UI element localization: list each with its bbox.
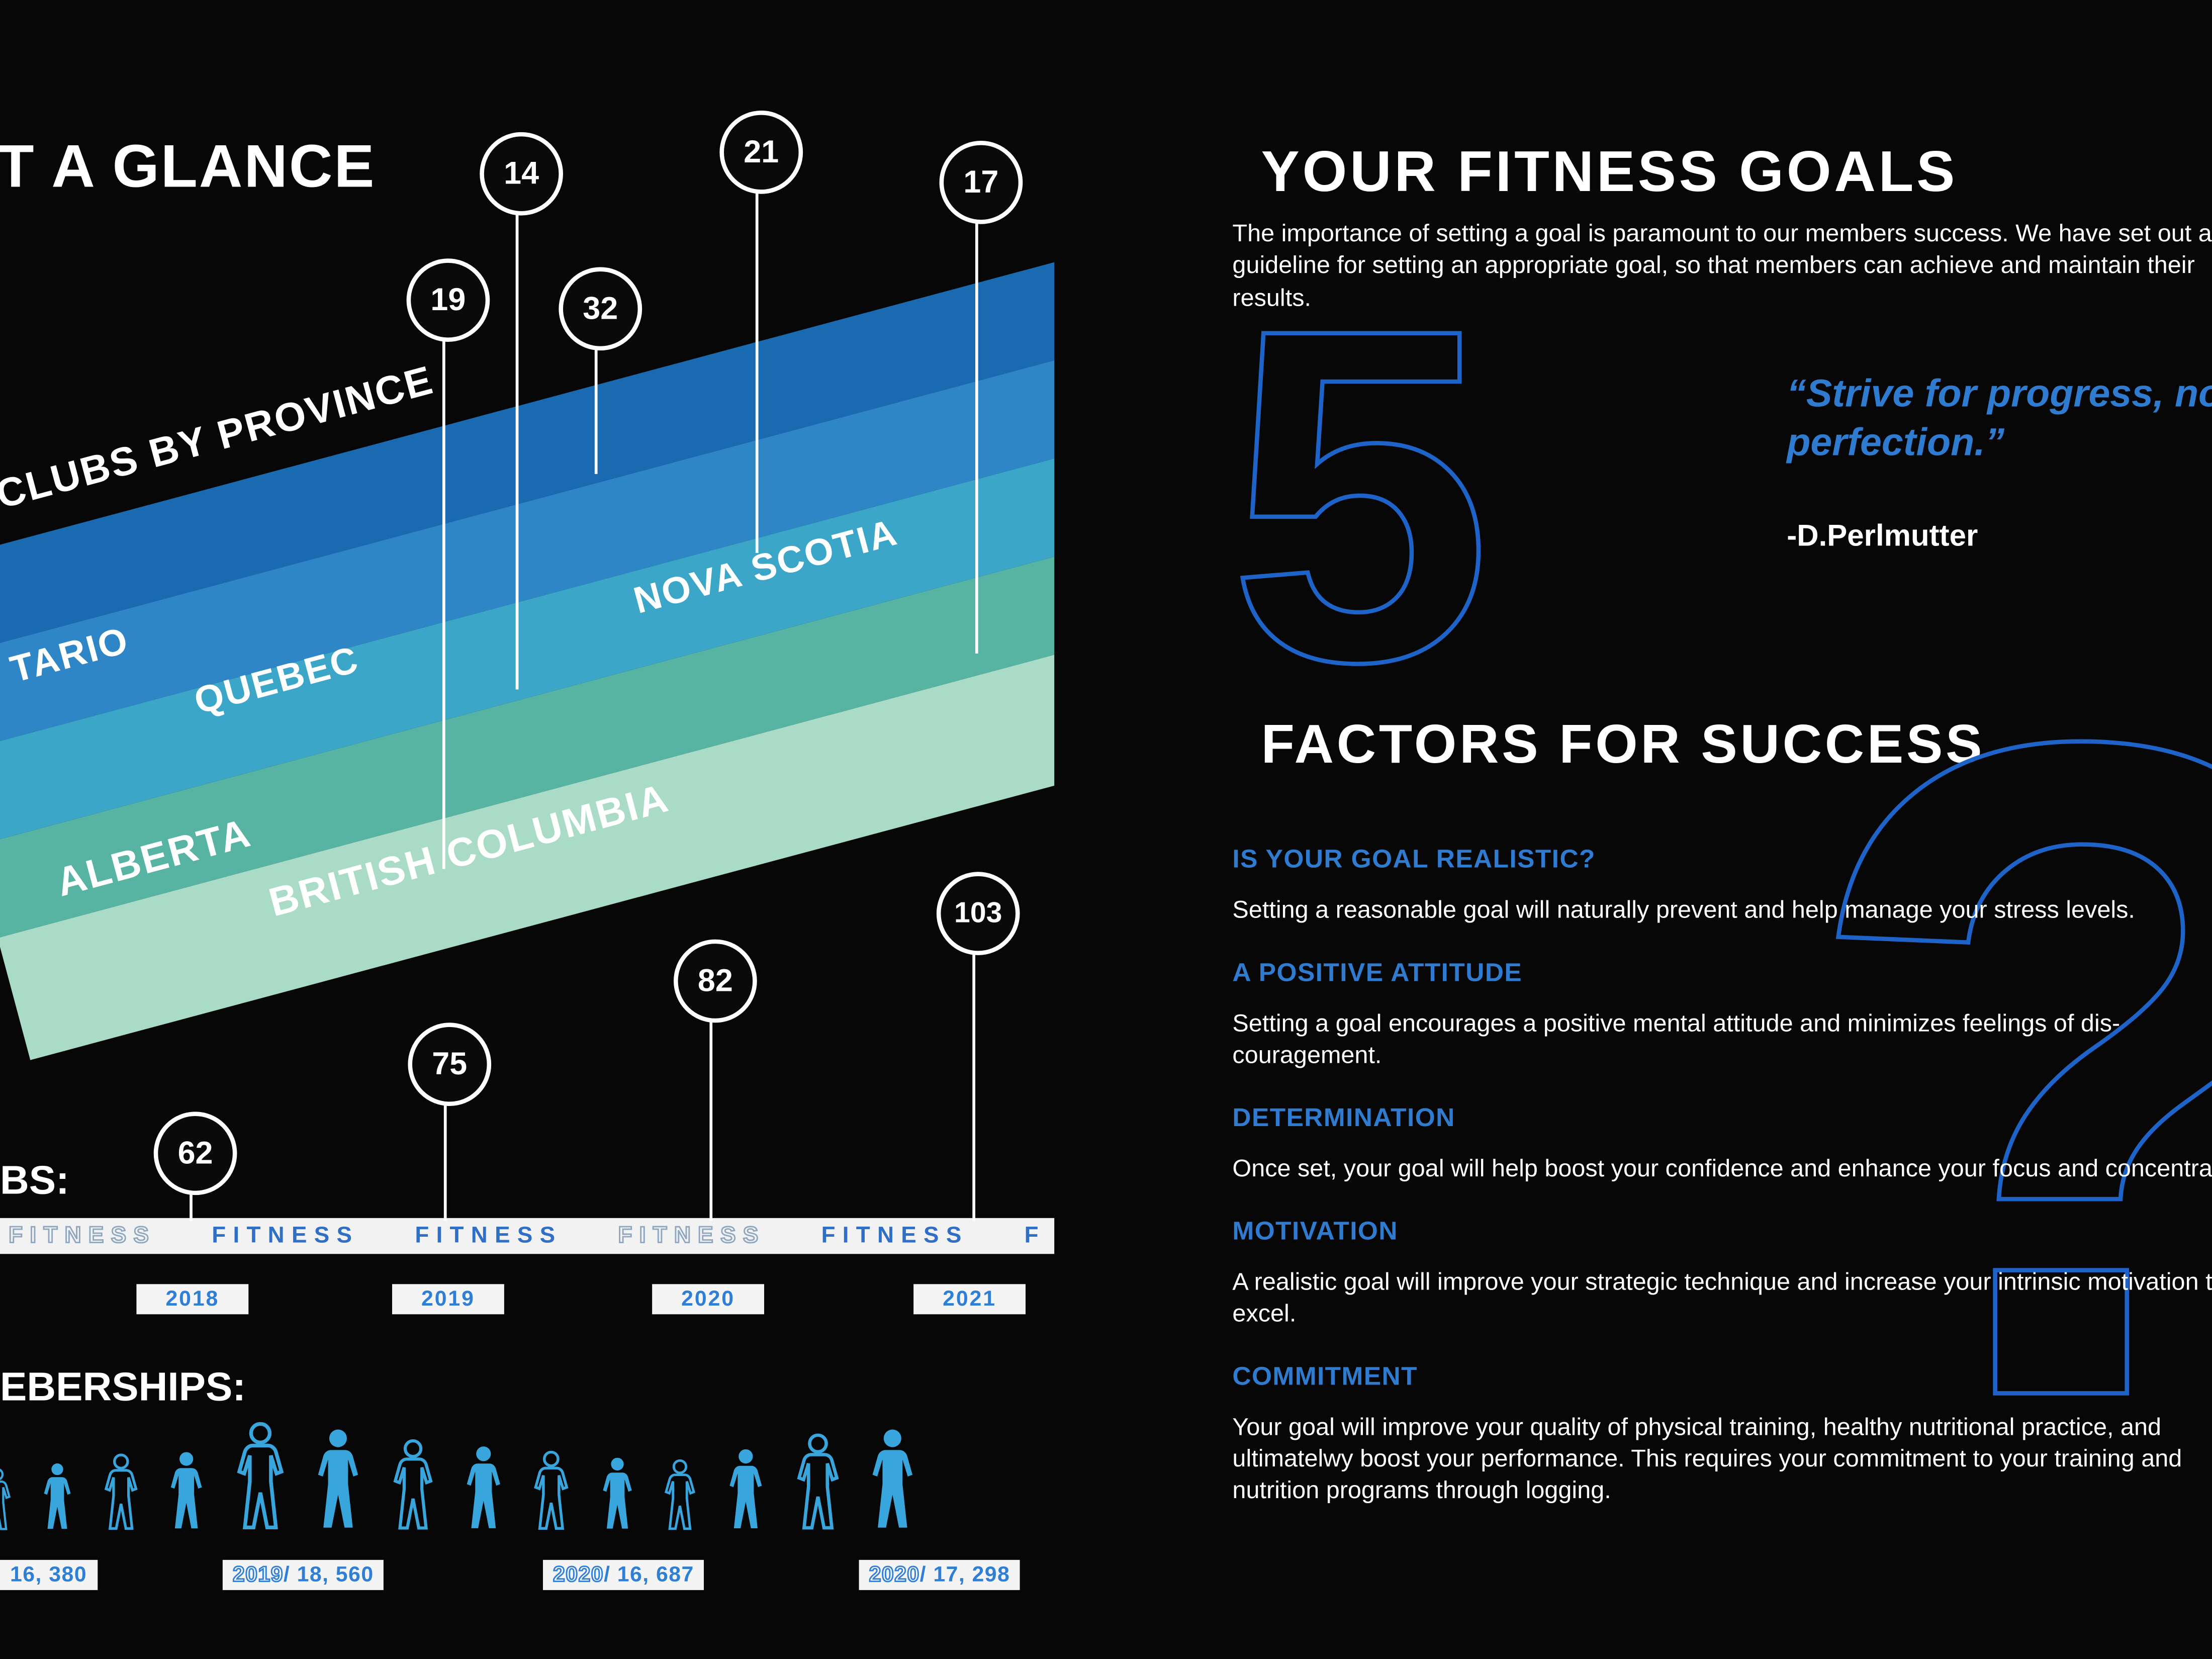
goals-intro: The importance of setting a goal is para… bbox=[1232, 220, 2212, 312]
membership-pictogram bbox=[0, 1422, 916, 1531]
membership-year: 2020 bbox=[868, 1562, 920, 1588]
big-number-5: 5 bbox=[1226, 230, 1494, 760]
quote-attribution: -D.Perlmutter bbox=[1787, 520, 1978, 553]
province-marker: 21 bbox=[719, 111, 803, 554]
quote-text: “Strive for progress, not perfection.” bbox=[1787, 372, 2212, 464]
band-stack bbox=[0, 125, 1055, 1060]
person-icon bbox=[870, 1428, 916, 1531]
year-label-2019: 2019 bbox=[392, 1284, 504, 1315]
fitness-word: FITNESS bbox=[821, 1223, 969, 1248]
province-marker: 17 bbox=[939, 141, 1023, 654]
person-icon bbox=[42, 1462, 73, 1531]
year-label-2021: 2021 bbox=[913, 1284, 1026, 1315]
membership-entry: 16, 380 bbox=[0, 1559, 97, 1590]
membership-value: / 17, 298 bbox=[919, 1562, 1010, 1588]
marker-line bbox=[443, 1097, 447, 1221]
factor-body: Your goal will improve your quality of p… bbox=[1232, 1413, 2182, 1504]
membership-year: 2020 bbox=[552, 1562, 604, 1588]
person-icon bbox=[392, 1439, 434, 1531]
question-mark-graphic: ? bbox=[1793, 601, 2212, 1539]
person-icon bbox=[168, 1451, 205, 1531]
page-title: T A GLANCE bbox=[0, 132, 376, 200]
fitness-word: FITNESS bbox=[617, 1222, 766, 1248]
marker-value: 19 bbox=[406, 258, 490, 342]
factor-heading: IS YOUR GOAL REALISTIC? bbox=[1232, 845, 1596, 874]
marker-value: 62 bbox=[153, 1112, 237, 1195]
person-icon bbox=[103, 1453, 138, 1531]
factor-heading: MOTIVATION bbox=[1232, 1217, 1398, 1246]
clubs-label: BS: bbox=[0, 1157, 69, 1203]
person-icon bbox=[315, 1428, 362, 1531]
province-marker: 19 bbox=[406, 258, 490, 869]
marker-value: 103 bbox=[936, 872, 1020, 955]
factors-title: FACTORS FOR SUCCESS bbox=[1261, 715, 1985, 776]
clubs-marker: 103 bbox=[936, 872, 1020, 1221]
membership-entry: 2019/ 18, 560 bbox=[222, 1559, 384, 1590]
membership-entry: 2020/ 16, 687 bbox=[543, 1559, 704, 1590]
year-label-2018: 2018 bbox=[136, 1284, 249, 1315]
membership-entry: 2020/ 17, 298 bbox=[859, 1559, 1021, 1590]
fitness-word: FITNESS bbox=[415, 1223, 563, 1248]
membership-year: 2019 bbox=[232, 1562, 284, 1588]
province-marker: 32 bbox=[559, 267, 642, 474]
factor-heading: DETERMINATION bbox=[1232, 1103, 1455, 1132]
marker-value: 32 bbox=[559, 267, 642, 351]
fitness-word: FITNESS bbox=[212, 1223, 359, 1248]
person-icon bbox=[795, 1433, 840, 1531]
marker-value: 17 bbox=[939, 141, 1023, 224]
province-marker: 14 bbox=[480, 132, 563, 690]
factor-body: Once set, your goal will help boost your… bbox=[1232, 1155, 2212, 1182]
clubs-marker: 82 bbox=[674, 939, 757, 1221]
factor-body: Setting a goal encourages a positive men… bbox=[1232, 1009, 2121, 1069]
marker-line bbox=[515, 207, 519, 690]
person-icon bbox=[533, 1451, 570, 1531]
person-icon bbox=[0, 1468, 12, 1531]
marker-line bbox=[442, 333, 445, 869]
marker-line bbox=[972, 946, 975, 1221]
factor-body: Setting a reasonable goal will naturally… bbox=[1232, 896, 2135, 924]
marker-line bbox=[709, 1014, 713, 1221]
person-icon bbox=[664, 1459, 697, 1531]
marker-line bbox=[190, 1186, 193, 1221]
factors-list: IS YOUR GOAL REALISTIC? Setting a reason… bbox=[1232, 845, 2212, 1538]
marker-value: 75 bbox=[408, 1023, 492, 1106]
membership-value: / 16, 687 bbox=[604, 1562, 694, 1588]
marker-line bbox=[975, 215, 978, 654]
factor-heading: A POSITIVE ATTITUDE bbox=[1232, 958, 1523, 987]
person-icon bbox=[600, 1456, 634, 1531]
person-icon bbox=[235, 1422, 285, 1531]
person-icon bbox=[727, 1448, 765, 1531]
clubs-marker: 62 bbox=[153, 1112, 237, 1221]
fitness-timeline-bar: FITNESS FITNESS FITNESS FITNESS FITNESS … bbox=[0, 1218, 1055, 1254]
membership-value: / 18, 560 bbox=[283, 1562, 374, 1588]
person-icon bbox=[464, 1445, 503, 1531]
marker-value: 82 bbox=[674, 939, 757, 1023]
marker-line bbox=[755, 185, 759, 554]
memberships-label: EBERSHIPS: bbox=[0, 1364, 246, 1409]
fitness-word: F bbox=[1024, 1223, 1046, 1248]
factor-body: A realistic goal will improve your strat… bbox=[1232, 1268, 2212, 1327]
factor-heading: COMMITMENT bbox=[1232, 1361, 1418, 1391]
marker-value: 21 bbox=[719, 111, 803, 194]
marker-line bbox=[594, 342, 598, 474]
marker-value: 14 bbox=[480, 132, 563, 216]
clubs-marker: 75 bbox=[408, 1023, 492, 1221]
fitness-word: FITNESS bbox=[8, 1222, 156, 1248]
year-label-2020: 2020 bbox=[652, 1284, 764, 1315]
membership-value: 16, 380 bbox=[10, 1562, 87, 1588]
goals-title: YOUR FITNESS GOALS bbox=[1261, 141, 1958, 204]
